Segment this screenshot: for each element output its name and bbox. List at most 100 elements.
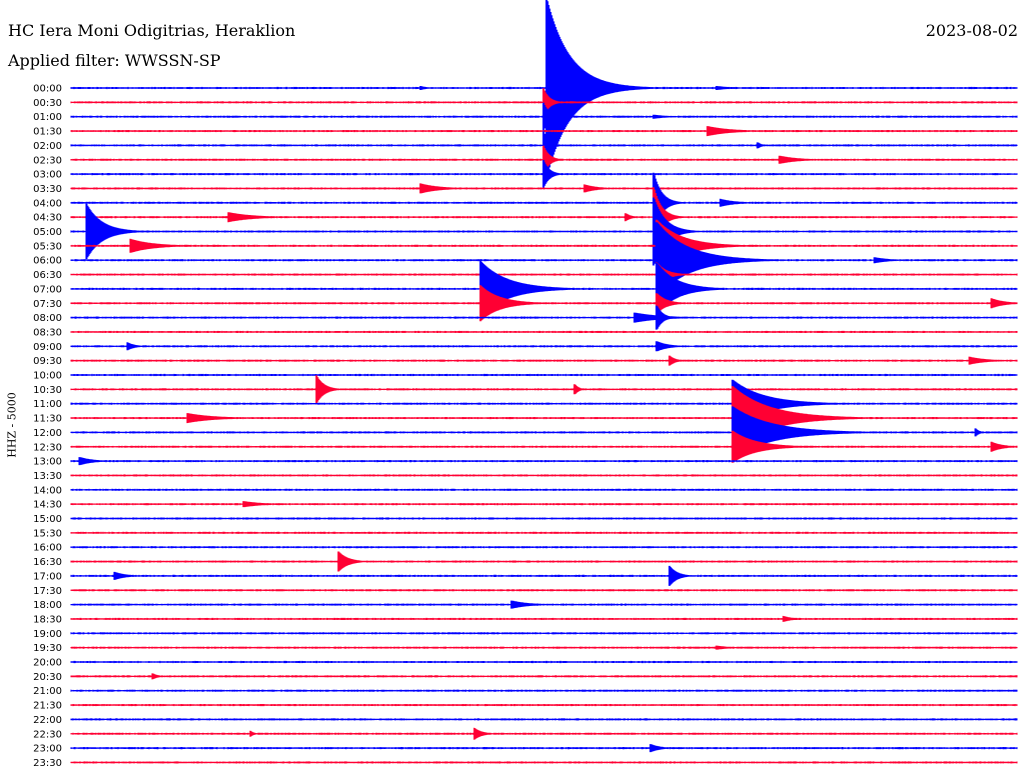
time-tick-label: 17:00 xyxy=(33,571,62,582)
trace-row-1130 xyxy=(70,386,1018,451)
trace-row-0100 xyxy=(70,102,1018,131)
trace-row-1230 xyxy=(70,430,1018,463)
time-tick-label: 23:00 xyxy=(33,744,62,755)
time-tick-label: 19:00 xyxy=(33,629,62,640)
time-tick-label: 05:30 xyxy=(33,241,62,252)
time-tick-label: 01:30 xyxy=(33,127,62,138)
trace-row-0530 xyxy=(70,219,1018,272)
trace-row-2000 xyxy=(70,660,1018,664)
time-tick-label: 18:30 xyxy=(33,614,62,625)
time-tick-label: 23:30 xyxy=(33,758,62,769)
time-tick-label: 06:30 xyxy=(33,270,62,281)
trace-row-0430 xyxy=(70,187,1018,248)
trace-row-2300 xyxy=(70,744,1018,753)
time-tick-label: 20:30 xyxy=(33,672,62,683)
trace-row-0330 xyxy=(70,183,1018,194)
trace-row-0700 xyxy=(70,260,1018,317)
trace-row-0400 xyxy=(70,172,1018,233)
time-tick-label: 09:30 xyxy=(33,356,62,367)
time-tick-label: 09:00 xyxy=(33,342,62,353)
trace-row-1400 xyxy=(70,488,1018,491)
time-tick-label: 00:30 xyxy=(33,98,62,109)
trace-row-1300 xyxy=(70,457,1018,466)
time-tick-label: 22:30 xyxy=(33,729,62,740)
trace-row-1730 xyxy=(70,589,1018,592)
trace-row-1430 xyxy=(70,501,1018,508)
trace-row-0600 xyxy=(70,222,1018,299)
trace-row-0630 xyxy=(70,262,1018,287)
trace-row-2100 xyxy=(70,689,1018,692)
time-tick-label: 02:30 xyxy=(33,155,62,166)
time-tick-label: 11:00 xyxy=(33,399,62,410)
time-tick-label: 08:30 xyxy=(33,327,62,338)
time-tick-label: 19:30 xyxy=(33,643,62,654)
trace-row-1330 xyxy=(70,474,1018,477)
time-tick-group: 00:00 00:30 01:00 01:30 02:00 02:30 03:00 03:30… xyxy=(33,84,62,769)
time-tick-label: 14:30 xyxy=(33,500,62,511)
time-tick-label: 01:00 xyxy=(33,112,62,123)
time-tick-label: 21:00 xyxy=(33,686,62,697)
trace-row-0130 xyxy=(70,126,1018,137)
time-tick-label: 03:30 xyxy=(33,184,62,195)
trace-row-0830 xyxy=(70,330,1018,333)
time-tick-label: 16:00 xyxy=(33,543,62,554)
trace-row-2200 xyxy=(70,718,1018,721)
time-tick-label: 12:30 xyxy=(33,442,62,453)
trace-row-1700 xyxy=(70,565,1018,586)
time-tick-label: 13:00 xyxy=(33,457,62,468)
trace-row-0230 xyxy=(70,145,1018,174)
trace-row-1800 xyxy=(70,600,1018,609)
time-tick-label: 17:30 xyxy=(33,586,62,597)
time-tick-label: 15:30 xyxy=(33,528,62,539)
time-tick-label: 03:00 xyxy=(33,170,62,181)
trace-row-0030 xyxy=(70,88,1018,117)
trace-row-1830 xyxy=(70,615,1018,622)
time-tick-label: 06:00 xyxy=(33,256,62,267)
time-tick-label: 02:00 xyxy=(33,141,62,152)
time-tick-label: 22:00 xyxy=(33,715,62,726)
trace-row-0000 xyxy=(70,0,1018,178)
trace-row-1000 xyxy=(70,373,1018,377)
time-tick-label: 08:00 xyxy=(33,313,62,324)
trace-row-1630 xyxy=(70,551,1018,572)
time-tick-label: 04:00 xyxy=(33,198,62,209)
time-tick-label: 05:00 xyxy=(33,227,62,238)
time-tick-label: 21:30 xyxy=(33,701,62,712)
trace-row-0800 xyxy=(70,305,1018,330)
time-tick-label: 12:00 xyxy=(33,428,62,439)
trace-row-0200 xyxy=(70,131,1018,160)
time-tick-label: 11:30 xyxy=(33,414,62,425)
station-title: HC Iera Moni Odigitrias, Heraklion xyxy=(8,21,296,40)
trace-row-2330 xyxy=(70,761,1018,764)
record-date: 2023-08-02 xyxy=(925,21,1018,40)
time-tick-label: 10:30 xyxy=(33,385,62,396)
time-tick-label: 20:00 xyxy=(33,658,62,669)
time-tick-label: 07:30 xyxy=(33,299,62,310)
time-tick-label: 18:00 xyxy=(33,600,62,611)
trace-row-2030 xyxy=(70,673,1018,680)
trace-row-1900 xyxy=(70,632,1018,635)
time-tick-label: 04:30 xyxy=(33,213,62,224)
trace-row-0300 xyxy=(70,160,1018,189)
trace-row-1200 xyxy=(70,406,1018,459)
trace-row-0900 xyxy=(70,341,1018,352)
trace-row-2230 xyxy=(70,727,1018,740)
trace-row-1600 xyxy=(70,546,1018,549)
time-tick-label: 10:00 xyxy=(33,371,62,382)
trace-row-0730 xyxy=(70,285,1018,322)
time-tick-label: 00:00 xyxy=(33,84,62,95)
time-tick-label: 16:30 xyxy=(33,557,62,568)
time-tick-label: 13:30 xyxy=(33,471,62,482)
time-tick-label: 14:00 xyxy=(33,485,62,496)
filter-label: Applied filter: WWSSN-SP xyxy=(8,51,221,70)
time-tick-label: 07:00 xyxy=(33,284,62,295)
trace-row-0500 xyxy=(70,197,1018,266)
trace-row-1930 xyxy=(70,645,1018,650)
trace-row-1500 xyxy=(70,517,1018,520)
trace-group xyxy=(70,0,1018,764)
time-tick-label: 15:00 xyxy=(33,514,62,525)
trace-row-1030 xyxy=(70,375,1018,404)
trace-row-1530 xyxy=(70,531,1018,534)
